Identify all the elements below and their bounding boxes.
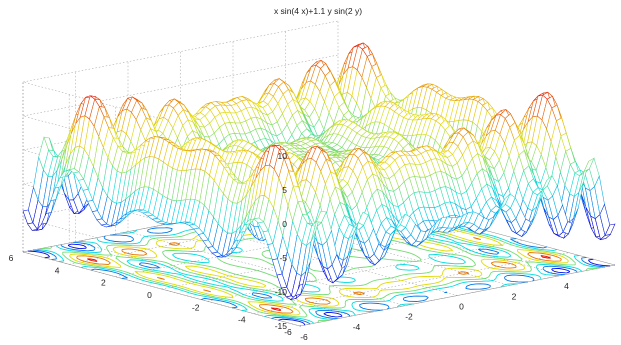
floor-gridline [299, 264, 616, 327]
contour-line [69, 201, 569, 316]
z-tick-label: -15 [275, 321, 288, 331]
surface-mesh [22, 42, 616, 300]
z-tick-label: -10 [275, 287, 288, 297]
x-tick-label: 2 [512, 291, 517, 301]
y-tick-label: 4 [55, 265, 60, 275]
contour-line [87, 206, 551, 311]
x-tick-label: -4 [353, 322, 361, 332]
floor-gridline [127, 231, 406, 306]
surface-patch [604, 223, 616, 236]
y-tick-label: -6 [284, 327, 292, 337]
y-tick-label: 0 [147, 290, 152, 300]
z-tick-label: 10 [278, 151, 288, 161]
x-tick-label: -2 [405, 312, 413, 322]
plot-title: x sin(4 x)+1.1 y sin(2 y) [274, 6, 362, 16]
z-tick-label: 5 [282, 185, 287, 195]
y-tick-label: -4 [238, 315, 246, 325]
x-tick-label: 0 [459, 302, 464, 312]
y-tick-label: 2 [101, 278, 106, 288]
y-tick-label: 6 [9, 253, 14, 263]
y-tick-label: -2 [192, 302, 200, 312]
z-tick-label: 0 [282, 219, 287, 229]
x-tick-label: 4 [564, 281, 569, 291]
x-tick-label: -6 [300, 332, 308, 342]
z-tick-label: -5 [279, 253, 287, 263]
